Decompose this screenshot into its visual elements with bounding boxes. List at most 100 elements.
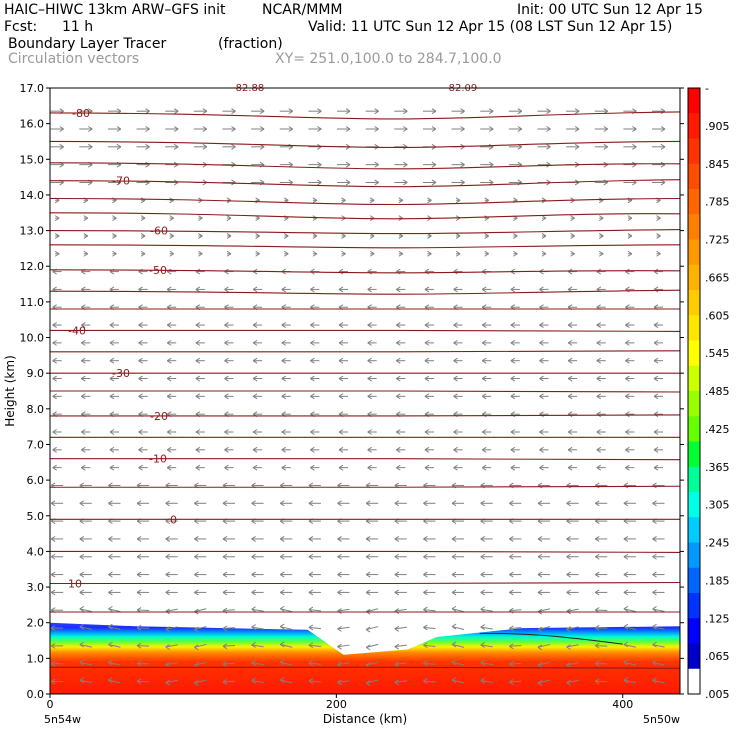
vector-arrowhead xyxy=(341,233,346,239)
circulation-vector xyxy=(451,626,465,631)
vector-arrowhead xyxy=(541,215,547,222)
vector-arrowhead xyxy=(194,680,199,686)
vector-arrowhead xyxy=(596,322,602,328)
isotherm-label: -50 xyxy=(149,264,167,277)
vector-arrowhead xyxy=(138,357,143,364)
vector-arrowhead xyxy=(281,286,287,293)
vector-arrowhead xyxy=(539,339,544,346)
vector-arrowhead xyxy=(365,589,371,596)
vector-arrowhead xyxy=(79,536,85,542)
vector-arrowhead xyxy=(81,357,86,364)
y-tick-label: 3.0 xyxy=(27,581,45,594)
vector-arrowhead xyxy=(652,641,657,648)
circulation-vector xyxy=(108,608,121,613)
vector-arrowhead xyxy=(224,357,229,364)
colorbar-segment xyxy=(688,492,700,518)
vector-arrowhead xyxy=(308,589,314,596)
vector-arrowhead xyxy=(594,500,600,507)
vector-arrowhead xyxy=(138,429,143,435)
vector-arrowhead xyxy=(224,464,229,471)
vector-arrowhead xyxy=(451,571,457,578)
circulation-vector xyxy=(337,608,350,612)
vector-arrowhead xyxy=(88,143,93,150)
vector-arrowhead xyxy=(367,464,372,471)
circulation-vector xyxy=(222,662,236,665)
circulation-vector xyxy=(566,626,579,630)
circulation-vector xyxy=(366,608,379,613)
vector-arrowhead xyxy=(224,446,229,453)
vector-arrowhead xyxy=(169,250,174,257)
y-tick-label: 2.0 xyxy=(27,617,45,630)
vector-arrowhead xyxy=(169,215,174,222)
circulation-vector xyxy=(423,626,436,630)
vector-arrowhead xyxy=(108,659,113,666)
vector-arrowhead xyxy=(653,322,659,328)
vector-arrowhead xyxy=(537,680,543,686)
vector-arrowhead xyxy=(83,250,89,257)
vector-arrowhead xyxy=(423,677,428,684)
vector-arrowhead xyxy=(310,286,315,293)
isotherm-line xyxy=(49,111,681,120)
y-tick-label: 8.0 xyxy=(27,403,45,416)
vector-arrowhead xyxy=(594,589,600,596)
vector-arrowhead xyxy=(79,623,85,630)
vector-arrowhead xyxy=(367,322,372,328)
circulation-vector xyxy=(337,680,350,683)
vector-arrowhead xyxy=(194,589,199,596)
vector-arrowhead xyxy=(460,179,465,186)
circulation-vector xyxy=(451,608,465,613)
vector-arrowhead xyxy=(660,126,666,132)
vector-arrowhead xyxy=(281,357,287,364)
vector-arrowhead xyxy=(424,357,430,364)
vector-arrowhead xyxy=(510,429,516,435)
vector-arrowhead xyxy=(165,644,170,650)
vector-arrowhead xyxy=(283,250,289,257)
vector-arrowhead xyxy=(603,126,609,132)
colorbar-segment xyxy=(688,441,700,468)
vector-arrowhead xyxy=(52,339,57,346)
vector-arrowhead xyxy=(279,589,285,596)
vector-arrowhead xyxy=(537,500,543,507)
vector-arrowhead xyxy=(566,589,571,596)
vector-arrowhead xyxy=(79,641,85,648)
isotherm-label: -70 xyxy=(112,175,130,188)
vector-arrowhead xyxy=(513,233,518,239)
vector-arrowhead xyxy=(198,250,203,257)
vector-arrowhead xyxy=(431,179,437,186)
vector-arrowhead xyxy=(166,446,172,453)
vector-arrowhead xyxy=(566,571,571,578)
circulation-vector xyxy=(337,626,350,630)
vector-arrowhead xyxy=(509,500,514,507)
circulation-vector xyxy=(509,644,522,647)
circulation-vector xyxy=(423,662,436,665)
vector-arrowhead xyxy=(310,464,315,471)
vector-arrowhead xyxy=(509,679,514,685)
vector-arrowhead xyxy=(517,108,523,115)
colorbar-segment xyxy=(688,315,700,341)
vector-arrowhead xyxy=(109,339,115,346)
circulation-vector xyxy=(108,644,121,648)
vector-arrowhead xyxy=(623,500,629,507)
circulation-vector xyxy=(308,609,321,612)
isotherm-line xyxy=(50,581,681,585)
vector-arrowhead xyxy=(81,393,86,400)
circulation-vector xyxy=(108,679,121,684)
vector-arrowhead xyxy=(632,143,637,150)
circulation-vector xyxy=(423,609,436,612)
vector-arrowhead xyxy=(481,375,487,382)
vector-arrowhead xyxy=(510,286,516,293)
circulation-vector xyxy=(194,679,207,684)
vector-arrowhead xyxy=(653,375,659,382)
circulation-vector xyxy=(194,626,207,630)
vector-arrowhead xyxy=(510,446,516,453)
vector-arrowhead xyxy=(455,250,461,257)
vector-arrowhead xyxy=(539,446,544,453)
vector-arrowhead xyxy=(603,143,609,150)
vector-arrowhead xyxy=(337,536,342,542)
valid-time: Valid: 11 UTC Sun 12 Apr 15 (08 LST Sun … xyxy=(308,19,673,35)
circulation-vector xyxy=(480,626,493,630)
vector-arrowhead xyxy=(345,126,351,132)
vector-arrowhead xyxy=(109,357,115,364)
circulation-vector xyxy=(280,679,293,684)
vector-arrowhead xyxy=(453,322,458,328)
